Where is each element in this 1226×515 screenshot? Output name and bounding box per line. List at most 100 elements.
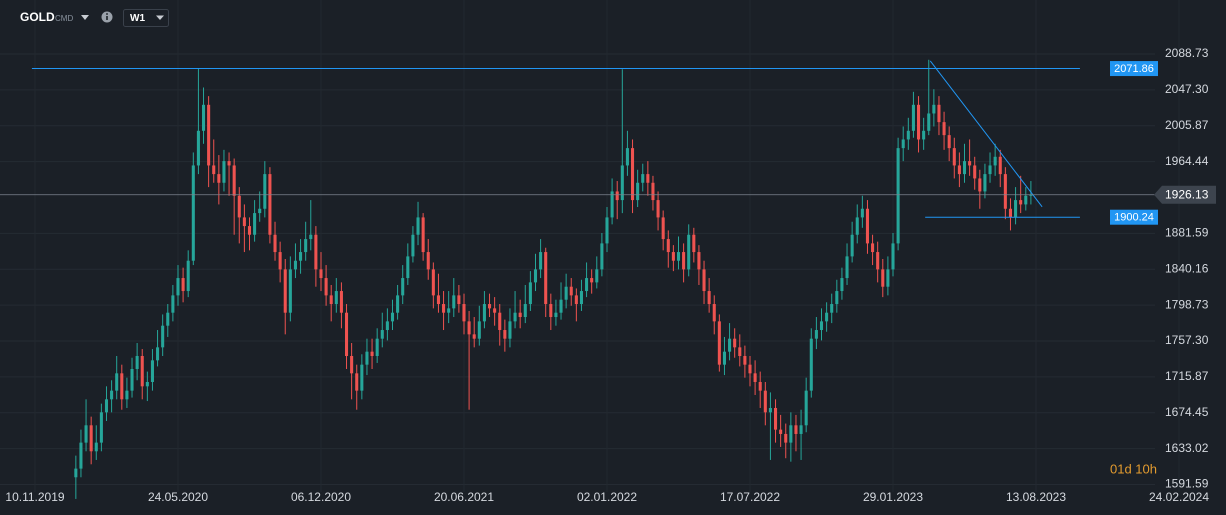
candle-body [763, 390, 767, 413]
candle-body [539, 252, 543, 270]
candle-body [743, 356, 747, 365]
timeframe-box[interactable] [123, 9, 169, 27]
candle-body [544, 252, 548, 305]
candle-body [988, 165, 992, 175]
candle-body [150, 360, 154, 382]
toolbar[interactable]: GOLD CMD W1 [20, 9, 169, 27]
candle-body [809, 338, 813, 391]
x-tick-label: 29.01.2023 [863, 490, 923, 504]
candle-body [901, 139, 905, 149]
candle-body [983, 174, 987, 192]
candle-body [498, 312, 502, 331]
candle-body [467, 321, 471, 335]
candle-body [201, 104, 206, 131]
symbol-dropdown[interactable] [81, 15, 89, 20]
candle-body [814, 330, 818, 339]
candle-body [784, 433, 788, 443]
candle-body [186, 260, 190, 292]
x-tick-label: 13.08.2023 [1006, 490, 1066, 504]
candle-body [518, 312, 522, 318]
candle-body [125, 390, 129, 400]
candle-body [973, 165, 977, 179]
y-tick-label: 1674.45 [1165, 405, 1209, 419]
candle-body [447, 308, 451, 313]
candle-body [952, 148, 956, 166]
candle-body [104, 399, 109, 413]
candle-body [1019, 200, 1023, 205]
candle-body [380, 330, 384, 339]
last-price-label: 1926.13 [1165, 187, 1209, 201]
y-tick-label: 1591.59 [1165, 477, 1209, 491]
candle-body [590, 278, 594, 283]
candle-body [1003, 174, 1007, 209]
candle-body [436, 295, 440, 305]
grid [0, 53, 1155, 486]
candle-body [135, 356, 139, 369]
candle-body [523, 304, 527, 318]
x-tick-label: 20.06.2021 [434, 490, 494, 504]
y-tick-label: 2005.87 [1165, 118, 1209, 132]
candle-body [140, 356, 144, 387]
candle-body [564, 286, 568, 300]
candle-body [682, 252, 686, 270]
candle-body [942, 122, 946, 136]
timeframe[interactable]: W1 [130, 13, 145, 24]
candle-body [615, 191, 619, 201]
candle-body [605, 217, 609, 244]
y-tick-label: 1798.73 [1165, 297, 1209, 311]
candle-body [855, 217, 859, 235]
candle-body [559, 299, 563, 313]
candle-body [390, 312, 395, 322]
candle-body [886, 269, 890, 287]
candle-body [442, 304, 446, 313]
candle-body [758, 381, 762, 391]
candle-body [94, 442, 98, 452]
y-tick-label: 1757.30 [1165, 333, 1209, 347]
candle-body [513, 312, 517, 322]
price-tag-label: 1900.24 [1114, 212, 1154, 224]
candle-body [477, 321, 481, 339]
candle-body [191, 165, 195, 261]
candle-body [610, 191, 614, 218]
candle-body [840, 278, 844, 292]
candle-body [937, 104, 941, 123]
candle-body [365, 351, 369, 365]
candle-body [922, 130, 926, 140]
timeframe-dropdown[interactable] [156, 15, 164, 21]
bar-countdown: 01d 10h [1110, 461, 1157, 476]
candle-body [738, 347, 742, 357]
candle-body [733, 338, 737, 348]
candle-body [278, 252, 282, 270]
candle-body [687, 234, 691, 270]
candle-body [237, 195, 241, 218]
candle-body [462, 304, 466, 322]
candle-body [406, 256, 410, 279]
candle-body [600, 243, 604, 270]
candle-body [891, 243, 895, 270]
candle-body [232, 165, 236, 196]
candle-body [574, 295, 578, 305]
y-tick-label: 1964.44 [1165, 154, 1209, 168]
candle-body [487, 304, 492, 309]
candle-body [1024, 195, 1028, 205]
info-icon-stem [106, 16, 108, 20]
candle-body [962, 161, 967, 175]
candle-body [768, 407, 772, 413]
candle-body [804, 390, 808, 426]
candle-body [299, 252, 303, 261]
last-price-tag [1154, 185, 1216, 204]
candle-body [79, 442, 83, 469]
candle-body [860, 208, 864, 218]
candle-body [360, 364, 364, 391]
candle-body [850, 234, 854, 257]
candles [74, 59, 1033, 499]
candle-body [130, 369, 134, 391]
candle-body [625, 148, 629, 166]
candle-body [99, 412, 103, 443]
candle-body [569, 286, 573, 296]
symbol[interactable]: GOLD [20, 10, 55, 24]
candle-body [661, 217, 665, 240]
